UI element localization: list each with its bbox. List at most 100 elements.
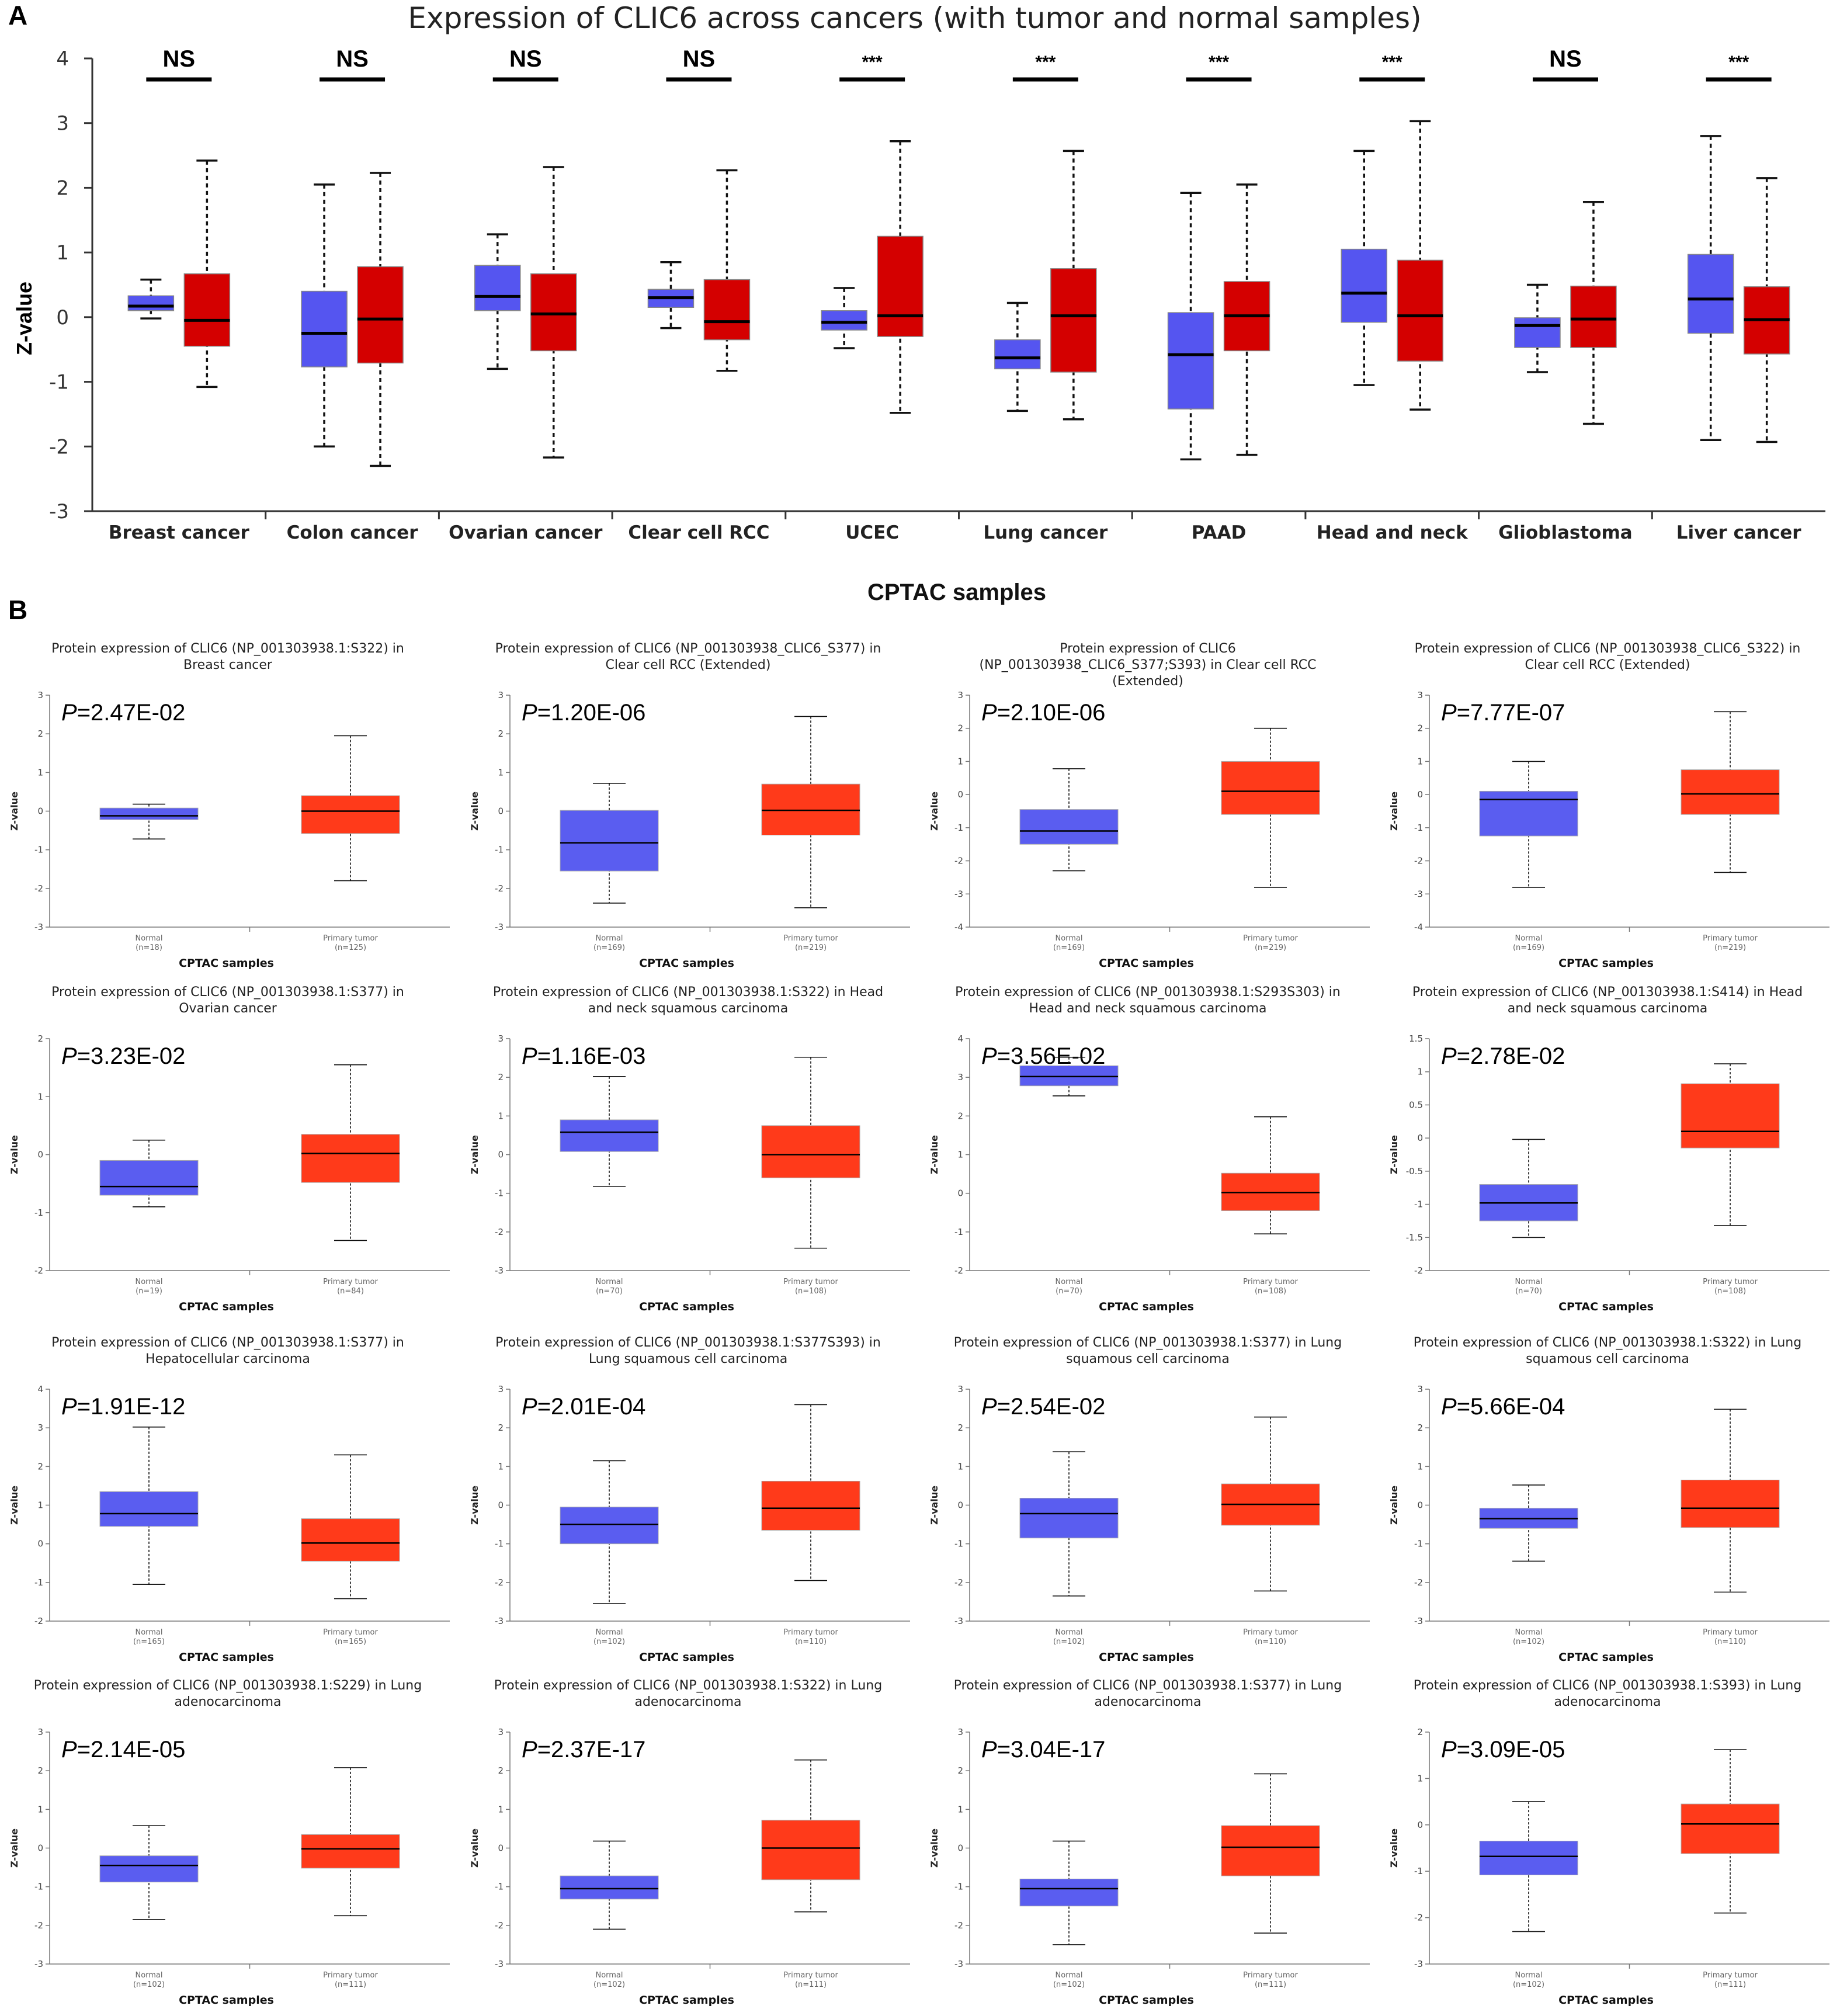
p-symbol: P — [1441, 700, 1457, 726]
p-value-text: =2.47E-02 — [77, 700, 186, 726]
subplot-box-normal — [99, 1139, 199, 1207]
panel-a-box-tumor-8 — [1397, 120, 1443, 411]
panel-a-category-label: Liver cancer — [1676, 522, 1801, 543]
subplot-n-label: (n=70) — [596, 1287, 623, 1296]
box-body — [99, 1855, 199, 1883]
subplot-ylabel: Z-value — [929, 1135, 940, 1174]
box-body — [99, 807, 199, 820]
p-value-text: =5.66E-04 — [1457, 1394, 1565, 1420]
panel-a: A Expression of CLIC6 across cancers (wi… — [8, 0, 1825, 543]
subplot-ytick-label: -1 — [34, 1577, 43, 1588]
subplot-p-value: P=1.16E-03 — [522, 1043, 645, 1069]
p-symbol: P — [1441, 1394, 1457, 1420]
subplot-ytick-label: 2 — [957, 1111, 963, 1121]
panel-a-ytick-label: 1 — [56, 241, 69, 265]
subplot-category-label: Primary tumor — [783, 1628, 838, 1637]
box-body — [1479, 790, 1578, 837]
subplot-category-label: Normal — [1515, 1278, 1542, 1286]
subplot-title-line: adenocarcinoma — [1554, 1695, 1661, 1709]
p-value-text: =2.54E-02 — [997, 1394, 1106, 1420]
subplot-6: Protein expression of CLIC6 (NP_00130393… — [469, 985, 910, 1313]
subplot-ytick-label: 3 — [498, 1033, 504, 1044]
p-value-text: =1.91E-12 — [77, 1394, 186, 1420]
subplot-xlabel: CPTAC samples — [1099, 1651, 1194, 1664]
subplot-title-line: Head and neck squamous carcinoma — [1029, 1001, 1266, 1016]
subplot-ytick-label: 2 — [37, 1033, 43, 1044]
subplot-box-normal — [560, 1460, 659, 1605]
subplot-category-label: Normal — [1515, 934, 1542, 943]
panel-a-category-label: Head and neck — [1317, 522, 1468, 543]
subplot-xlabel: CPTAC samples — [179, 1300, 274, 1313]
subplot-box-normal — [560, 1840, 659, 1930]
panel-a-box-tumor-9 — [1570, 201, 1617, 425]
subplot-title-line: Protein expression of CLIC6 (NP_00130393… — [493, 985, 883, 1000]
p-value-text: =1.20E-06 — [537, 700, 646, 726]
subplot-n-label: (n=111) — [335, 1980, 366, 1989]
subplot-category-label: Normal — [135, 1628, 162, 1637]
subplot-4: Protein expression of CLIC6 (NP_00130393… — [1388, 641, 1829, 970]
subplot-8: Protein expression of CLIC6 (NP_00130393… — [1388, 985, 1829, 1313]
subplot-n-label: (n=110) — [1255, 1637, 1286, 1646]
p-value-text: =2.10E-06 — [997, 700, 1106, 726]
p-symbol: P — [61, 1043, 77, 1069]
box-body — [474, 265, 521, 311]
subplot-ytick-label: 1 — [957, 1150, 963, 1160]
subplot-title-line: Protein expression of CLIC6 (NP_00130393… — [51, 985, 404, 1000]
subplot-title-line: Clear cell RCC (Extended) — [1525, 658, 1690, 672]
subplot-ytick-label: -3 — [495, 922, 504, 932]
subplot-ylabel: Z-value — [469, 1135, 480, 1174]
subplot-ylabel: Z-value — [929, 792, 940, 831]
subplot-n-label: (n=219) — [795, 943, 827, 952]
subplot-ytick-label: 1 — [498, 1804, 504, 1814]
subplot-ytick-label: -2 — [34, 883, 43, 894]
subplot-ytick-label: 3 — [957, 1384, 963, 1394]
subplot-category-label: Primary tumor — [1243, 1278, 1298, 1286]
subplot-ytick-label: 2 — [37, 1461, 43, 1472]
subplot-ytick-label: 0 — [37, 1150, 43, 1160]
box-body — [560, 1119, 659, 1152]
subplot-title-line: Protein expression of CLIC6 (NP_00130393… — [1414, 1678, 1801, 1693]
p-value-text: =2.14E-05 — [77, 1737, 186, 1762]
p-symbol: P — [981, 1394, 997, 1420]
subplot-category-label: Primary tumor — [1703, 1278, 1758, 1286]
panel-a-box-normal-3 — [474, 233, 521, 370]
subplot-category-label: Primary tumor — [783, 934, 838, 943]
panel-a-box-normal-1 — [127, 278, 175, 320]
subplot-ylabel: Z-value — [469, 1828, 480, 1868]
subplot-xlabel: CPTAC samples — [639, 1994, 734, 2007]
subplot-category-label: Primary tumor — [1703, 1971, 1758, 1980]
subplot-category-label: Normal — [135, 1971, 162, 1980]
subplot-box-normal — [99, 803, 199, 839]
subplot-n-label: (n=111) — [1714, 1980, 1746, 1989]
box-body — [761, 1480, 860, 1531]
subplot-n-label: (n=102) — [1513, 1980, 1544, 1989]
subplot-box-normal — [1479, 1139, 1578, 1238]
subplot-title-line: Protein expression of CLIC6 (NP_00130393… — [51, 1335, 404, 1350]
subplot-category-label: Primary tumor — [323, 1628, 378, 1637]
subplot-category-label: Normal — [1055, 1971, 1082, 1980]
subplot-box-tumor — [761, 1404, 860, 1581]
subplot-xlabel: CPTAC samples — [1558, 1994, 1654, 2007]
box-body — [1570, 285, 1617, 348]
subplot-title-line: (Extended) — [1112, 674, 1183, 689]
box-body — [127, 295, 175, 311]
subplot-category-label: Normal — [595, 934, 623, 943]
subplot-ytick-label: 1 — [957, 1461, 963, 1472]
box-body — [530, 273, 577, 352]
subplot-ytick-label: 2 — [498, 1072, 504, 1082]
subplot-ytick-label: 3 — [37, 1727, 43, 1737]
subplot-box-tumor — [761, 1056, 860, 1249]
subplot-ylabel: Z-value — [9, 1135, 20, 1174]
subplot-box-tumor — [1681, 1749, 1780, 1914]
subplot-p-value: P=7.77E-07 — [1441, 700, 1565, 726]
subplot-box-normal — [99, 1825, 199, 1920]
subplot-ytick-label: 3 — [1417, 1384, 1423, 1394]
subplot-n-label: (n=70) — [1056, 1287, 1082, 1296]
subplot-ytick-label: -1 — [1414, 1199, 1423, 1210]
box-body — [1221, 761, 1320, 815]
subplot-ytick-label: 1 — [37, 1804, 43, 1814]
subplot-ytick-label: 1 — [37, 1091, 43, 1102]
subplot-ytick-label: 1 — [37, 767, 43, 778]
subplot-16: Protein expression of CLIC6 (NP_00130393… — [1388, 1678, 1829, 2007]
